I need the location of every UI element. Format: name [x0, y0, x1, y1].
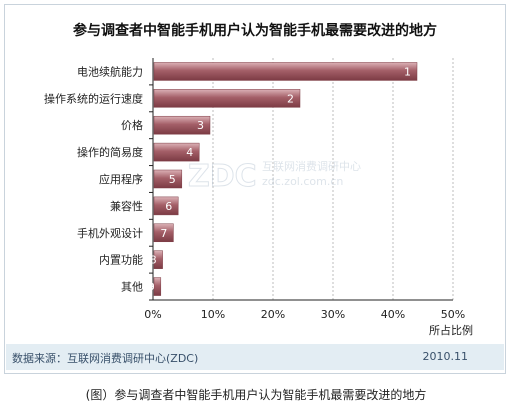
category-label: 价格 [121, 118, 143, 132]
source-bar [6, 344, 504, 370]
bar [153, 89, 301, 108]
bar-rank-label: 8 [150, 254, 157, 267]
bar [153, 277, 162, 296]
bar-rank-label: 6 [165, 200, 172, 213]
x-tick-label: 0% [144, 308, 161, 321]
bar-rank-label: 9 [148, 281, 155, 294]
bar [153, 169, 183, 189]
bar [153, 62, 418, 81]
watermark-logo: ZDC [188, 159, 257, 194]
data-source: 数据来源：互联网消费调研中心(ZDC) [12, 352, 199, 365]
category-label: 兼容性 [110, 199, 143, 213]
watermark-text-url: zdc.zol.com.cn [262, 175, 343, 188]
bar-rank-label: 7 [160, 227, 167, 240]
category-label: 应用程序 [99, 172, 143, 186]
category-label: 手机外观设计 [77, 226, 143, 240]
bar [153, 250, 163, 269]
bar-rank-label: 1 [404, 65, 411, 78]
bar-rank-label: 2 [287, 92, 294, 105]
bar [153, 115, 211, 135]
x-tick-label: 20% [261, 308, 285, 321]
bar [153, 223, 174, 243]
category-label: 操作系统的运行速度 [44, 91, 143, 105]
watermark-text-cn: 互联网消费调研中心 [262, 159, 361, 173]
category-label: 其他 [121, 281, 143, 294]
x-axis-label: 所占比例 [429, 323, 473, 337]
x-tick-label: 30% [321, 308, 345, 321]
category-label: 电池续航能力 [77, 64, 143, 78]
bar-rank-label: 3 [197, 119, 204, 132]
bar-rank-label: 4 [186, 146, 193, 159]
report-date: 2010.11 [422, 350, 469, 363]
category-label: 内置功能 [99, 253, 143, 267]
x-tick-label: 50% [441, 308, 465, 321]
x-tick-label: 40% [381, 308, 405, 321]
bar [153, 142, 200, 162]
x-tick-label: 10% [201, 308, 225, 321]
bar-rank-label: 5 [169, 173, 176, 186]
figure-caption: (图）参与调查者中智能手机用户认为智能手机最需要改进的地方 [85, 388, 427, 402]
watermark: ZDC 互联网消费调研中心 zdc.zol.com.cn [188, 159, 362, 195]
chart-title: 参与调查者中智能手机用户认为智能手机最需要改进的地方 [73, 23, 437, 39]
category-label: 操作的简易度 [77, 145, 143, 159]
bar [153, 196, 179, 216]
